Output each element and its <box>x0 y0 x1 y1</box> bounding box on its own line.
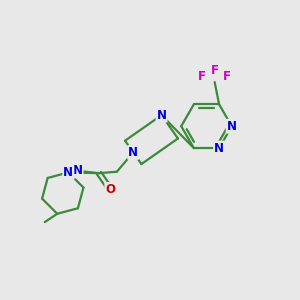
Text: N: N <box>73 164 82 177</box>
Text: N: N <box>214 142 224 154</box>
Text: N: N <box>63 166 73 179</box>
Text: F: F <box>211 64 219 77</box>
Text: N: N <box>157 109 166 122</box>
Text: N: N <box>227 120 237 133</box>
Text: O: O <box>105 183 115 196</box>
Text: F: F <box>223 70 231 83</box>
Text: N: N <box>128 146 138 159</box>
Text: F: F <box>198 70 206 83</box>
